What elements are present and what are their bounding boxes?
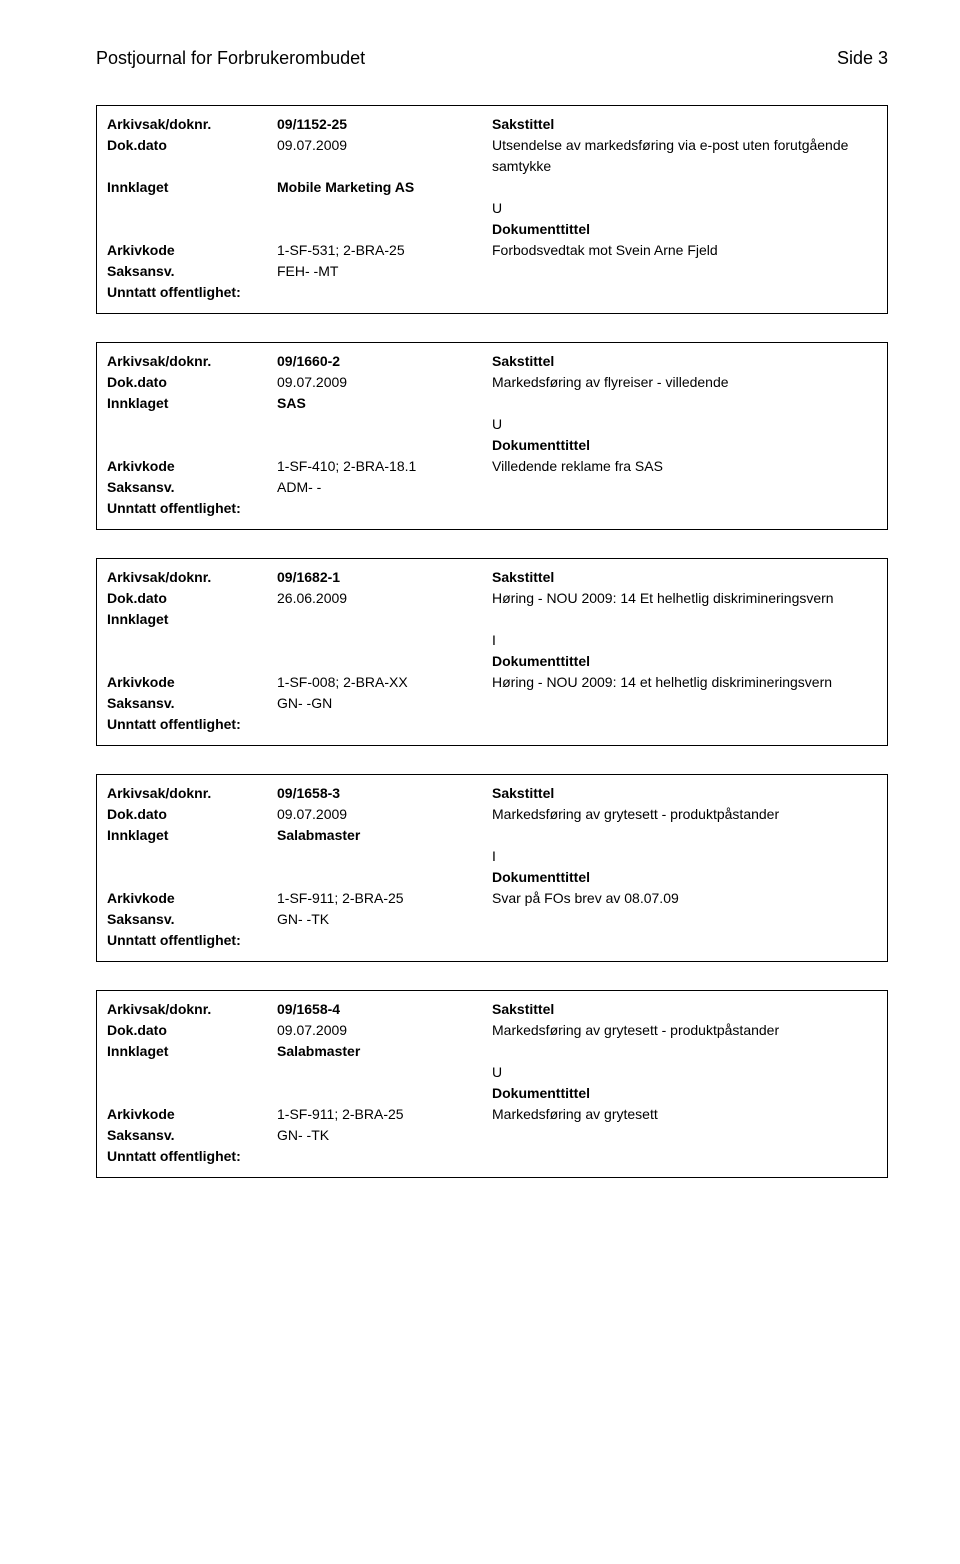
value-dokdato: 09.07.2009 (277, 135, 492, 156)
label-saksansv: Saksansv. (107, 693, 277, 714)
label-dokdato: Dok.dato (107, 135, 277, 156)
doc-type-letter: U (492, 1062, 877, 1083)
doc-type-letter: I (492, 630, 877, 651)
label-dokumenttittel: Dokumenttittel (492, 651, 877, 672)
value-arkivkode: 1-SF-410; 2-BRA-18.1 (277, 456, 492, 477)
doc-type-letter: U (492, 414, 877, 435)
label-sakstittel: Sakstittel (492, 783, 877, 804)
label-unntatt: Unntatt offentlighet: (107, 930, 241, 951)
value-saksansv: ADM- - (277, 477, 492, 498)
value-arkivsak: 09/1660-2 (277, 351, 492, 372)
record-box: Arkivsak/doknr.09/1682-1Sakstittel Dok.da… (96, 558, 888, 746)
value-arkivkode: 1-SF-911; 2-BRA-25 (277, 888, 492, 909)
label-arkivsak: Arkivsak/doknr. (107, 783, 277, 804)
label-saksansv: Saksansv. (107, 477, 277, 498)
value-saksansv: GN- -GN (277, 693, 492, 714)
label-arkivkode: Arkivkode (107, 672, 277, 693)
value-arkivsak: 09/1658-3 (277, 783, 492, 804)
label-arkivkode: Arkivkode (107, 1104, 277, 1125)
value-saksansv: FEH- -MT (277, 261, 492, 282)
label-dokumenttittel: Dokumenttittel (492, 1083, 877, 1104)
value-dokdato: 09.07.2009 (277, 372, 492, 393)
value-sakstittel: Utsendelse av markedsføring via e-post u… (492, 135, 877, 177)
label-saksansv: Saksansv. (107, 909, 277, 930)
value-innklaget: SAS (277, 393, 492, 414)
label-dokdato: Dok.dato (107, 1020, 277, 1041)
value-innklaget: Mobile Marketing AS (277, 177, 492, 198)
value-arkivsak: 09/1658-4 (277, 999, 492, 1020)
value-sakstittel: Markedsføring av flyreiser - villedende (492, 372, 877, 393)
value-doktext: Markedsføring av grytesett (492, 1104, 877, 1125)
record-box: Arkivsak/doknr.09/1658-3Sakstittel Dok.da… (96, 774, 888, 962)
label-dokdato: Dok.dato (107, 804, 277, 825)
label-innklaget: Innklaget (107, 177, 277, 198)
label-sakstittel: Sakstittel (492, 567, 877, 588)
label-unntatt: Unntatt offentlighet: (107, 498, 241, 519)
value-arkivsak: 09/1152-25 (277, 114, 492, 135)
label-arkivsak: Arkivsak/doknr. (107, 114, 277, 135)
label-sakstittel: Sakstittel (492, 351, 877, 372)
records-container: Arkivsak/doknr.09/1152-25SakstittelDok.d… (96, 105, 888, 1178)
label-sakstittel: Sakstittel (492, 999, 877, 1020)
label-arkivkode: Arkivkode (107, 240, 277, 261)
value-saksansv: GN- -TK (277, 909, 492, 930)
label-arkivsak: Arkivsak/doknr. (107, 567, 277, 588)
value-sakstittel: Markedsføring av grytesett - produktpåst… (492, 1020, 877, 1041)
label-saksansv: Saksansv. (107, 261, 277, 282)
label-arkivkode: Arkivkode (107, 888, 277, 909)
doc-type-letter: U (492, 198, 877, 219)
value-doktext: Svar på FOs brev av 08.07.09 (492, 888, 877, 909)
label-innklaget: Innklaget (107, 609, 277, 630)
record-box: Arkivsak/doknr.09/1152-25Sakstittel Dok.d… (96, 105, 888, 314)
label-dokumenttittel: Dokumenttittel (492, 435, 877, 456)
label-innklaget: Innklaget (107, 393, 277, 414)
value-doktext: Forbodsvedtak mot Svein Arne Fjeld (492, 240, 877, 261)
label-saksansv: Saksansv. (107, 1125, 277, 1146)
journal-title: Postjournal for Forbrukerombudet (96, 48, 365, 69)
record-box: Arkivsak/doknr.09/1658-4Sakstittel Dok.da… (96, 990, 888, 1178)
label-arkivkode: Arkivkode (107, 456, 277, 477)
label-dokdato: Dok.dato (107, 372, 277, 393)
label-unntatt: Unntatt offentlighet: (107, 282, 241, 303)
value-dokdato: 09.07.2009 (277, 1020, 492, 1041)
page: Postjournal for Forbrukerombudet Side 3 … (0, 0, 960, 1266)
value-innklaget: Salabmaster (277, 825, 492, 846)
value-arkivkode: 1-SF-008; 2-BRA-XX (277, 672, 492, 693)
record-box: Arkivsak/doknr.09/1660-2Sakstittel Dok.da… (96, 342, 888, 530)
label-arkivsak: Arkivsak/doknr. (107, 999, 277, 1020)
label-unntatt: Unntatt offentlighet: (107, 714, 241, 735)
label-dokumenttittel: Dokumenttittel (492, 219, 877, 240)
value-dokdato: 26.06.2009 (277, 588, 492, 609)
value-dokdato: 09.07.2009 (277, 804, 492, 825)
page-number: Side 3 (837, 48, 888, 69)
value-doktext: Villedende reklame fra SAS (492, 456, 877, 477)
value-doktext: Høring - NOU 2009: 14 et helhetlig diskr… (492, 672, 877, 693)
label-dokdato: Dok.dato (107, 588, 277, 609)
label-sakstittel: Sakstittel (492, 114, 877, 135)
value-arkivsak: 09/1682-1 (277, 567, 492, 588)
value-arkivkode: 1-SF-531; 2-BRA-25 (277, 240, 492, 261)
page-header: Postjournal for Forbrukerombudet Side 3 (96, 48, 888, 69)
doc-type-letter: I (492, 846, 877, 867)
value-arkivkode: 1-SF-911; 2-BRA-25 (277, 1104, 492, 1125)
value-sakstittel: Høring - NOU 2009: 14 Et helhetlig diskr… (492, 588, 877, 609)
label-arkivsak: Arkivsak/doknr. (107, 351, 277, 372)
value-saksansv: GN- -TK (277, 1125, 492, 1146)
value-sakstittel: Markedsføring av grytesett - produktpåst… (492, 804, 877, 825)
label-dokumenttittel: Dokumenttittel (492, 867, 877, 888)
value-innklaget: Salabmaster (277, 1041, 492, 1062)
label-innklaget: Innklaget (107, 1041, 277, 1062)
label-innklaget: Innklaget (107, 825, 277, 846)
label-unntatt: Unntatt offentlighet: (107, 1146, 241, 1167)
